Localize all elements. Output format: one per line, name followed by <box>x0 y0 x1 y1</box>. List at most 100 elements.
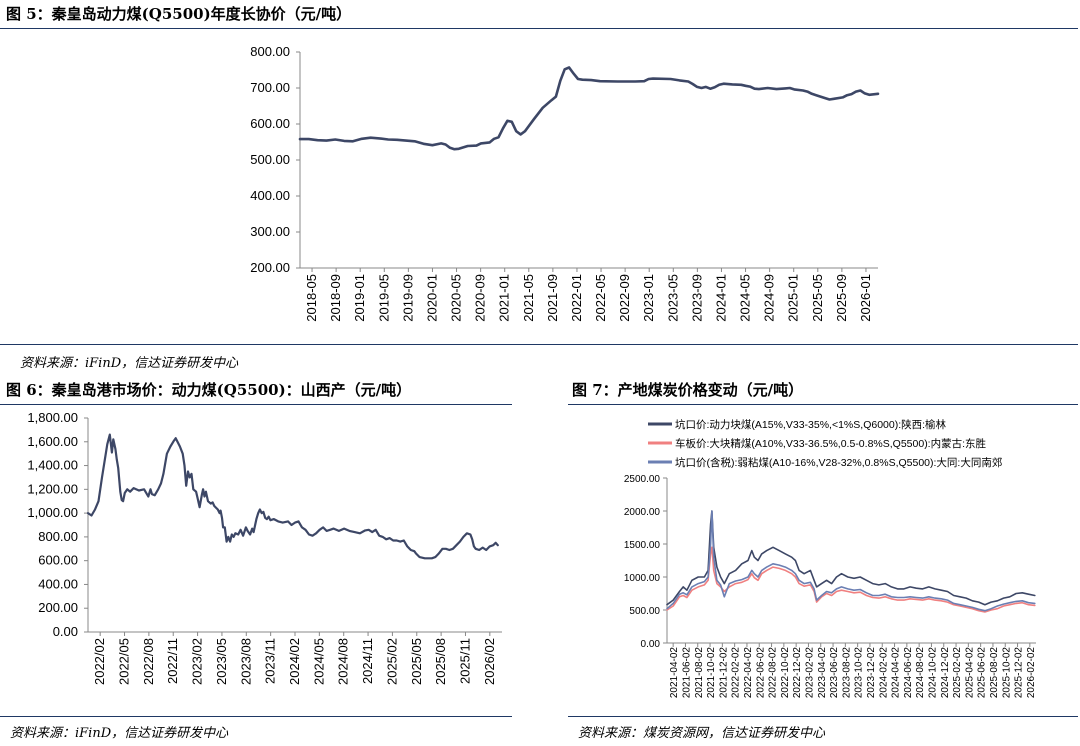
fig7-title: 图 7：产地煤炭价格变动（元/吨） <box>572 381 804 399</box>
fig6-y-tick-label: 1,200.00 <box>27 481 78 496</box>
fig5-x-tick-label: 2020-09 <box>473 274 488 322</box>
fig6-x-tick-label: 2025/08 <box>433 638 448 685</box>
fig6-x-tick-label: 2023/08 <box>238 638 253 685</box>
fig7-x-tick-label: 2022-04-02 <box>743 647 754 699</box>
fig6-x-tick-label: 2024/05 <box>311 638 326 685</box>
fig7-x-tick-label: 2023-04-02 <box>817 647 828 699</box>
fig5-x-tick-label: 2023-01 <box>641 274 656 322</box>
fig7-source: 资料来源：煤炭资源网，信达证券研发中心 <box>578 726 826 741</box>
fig6-y-tick-label: 1,400.00 <box>27 458 78 473</box>
fig5-x-tick-label: 2024-09 <box>762 274 777 322</box>
fig5-x-tick-label: 2018-09 <box>328 274 343 322</box>
fig6-x-tick-label: 2024/11 <box>360 638 375 684</box>
fig5-y-tick-label: 300.00 <box>250 224 290 239</box>
fig7-legend-label-3: 坑口价(含税):弱粘煤(A10-16%,V28-32%,0.8%S,Q5500)… <box>675 456 1002 469</box>
fig7-series-line-2 <box>666 546 1036 613</box>
fig7-x-tick-label: 2025-02-02 <box>952 647 963 699</box>
fig5-y-tick-label: 200.00 <box>250 260 290 275</box>
fig7-x-tick-label: 2023-08-02 <box>841 647 852 699</box>
fig7-x-tick-label: 2024-04-02 <box>891 647 902 699</box>
fig7-x-tick-label: 2022-10-02 <box>780 647 791 699</box>
fig7-x-tick-label: 2023-06-02 <box>829 647 840 699</box>
fig7-bottom-rule <box>568 716 1078 717</box>
fig7-x-tick-label: 2024-02-02 <box>878 647 889 699</box>
fig7-x-tick-label: 2022-06-02 <box>755 647 766 699</box>
fig7-x-tick-label: 2022-08-02 <box>768 647 779 699</box>
fig6-y-tick-label: 600.00 <box>38 553 78 568</box>
fig6-y-tick-label: 200.00 <box>38 600 78 615</box>
fig5-y-tick-label: 600.00 <box>250 116 290 131</box>
fig6-bottom-rule <box>0 716 512 717</box>
fig7-x-tick-label: 2024-12-02 <box>940 647 951 699</box>
fig7-y-tick-label: 1500.00 <box>624 540 661 551</box>
fig7-y-tick-label: 2000.00 <box>624 507 661 518</box>
fig7-x-tick-label: 2025-04-02 <box>964 647 975 699</box>
fig7-series-line-1 <box>666 510 1036 606</box>
fig7-x-tick-label: 2025-06-02 <box>977 647 988 699</box>
fig5-y-tick-label: 700.00 <box>250 80 290 95</box>
fig6-x-tick-label: 2023/11 <box>263 638 278 684</box>
fig6-x-tick-label: 2023/05 <box>214 638 229 685</box>
fig6-x-tick-label: 2022/08 <box>141 638 156 685</box>
fig5-x-tick-label: 2025-09 <box>834 274 849 322</box>
fig6-x-tick-label: 2026/02 <box>482 638 497 685</box>
fig5-title: 图 5：秦皇岛动力煤(Q5500)年度长协价（元/吨） <box>6 5 352 23</box>
fig7-x-tick-label: 2023-02-02 <box>804 647 815 699</box>
fig5-x-tick-label: 2021-05 <box>521 274 536 322</box>
fig7-x-tick-label: 2021-08-02 <box>694 647 705 699</box>
fig6-source: 资料来源：iFinD，信达证券研发中心 <box>10 726 229 741</box>
fig7-x-tick-label: 2024-10-02 <box>927 647 938 699</box>
fig5-x-tick-label: 2020-05 <box>449 274 464 322</box>
fig6-y-tick-label: 400.00 <box>38 576 78 591</box>
fig7-x-tick-label: 2025-10-02 <box>1001 647 1012 699</box>
fig7-y-tick-label: 0.00 <box>641 639 661 650</box>
fig5-bottom-rule <box>0 344 1078 345</box>
fig5-x-tick-label: 2020-01 <box>424 274 439 322</box>
fig7-top-rule <box>568 404 1078 405</box>
fig7-x-tick-label: 2026-02-02 <box>1026 647 1037 699</box>
fig5-x-tick-label: 2022-05 <box>593 274 608 322</box>
fig5-x-tick-label: 2026-01 <box>858 274 873 322</box>
fig6-x-tick-label: 2022/05 <box>117 638 132 685</box>
fig6-x-tick-label: 2022/11 <box>165 638 180 684</box>
fig7-x-tick-label: 2023-12-02 <box>866 647 877 699</box>
fig5-x-tick-label: 2019-05 <box>376 274 391 322</box>
fig7-x-tick-label: 2021-06-02 <box>681 647 692 699</box>
fig5-x-tick-label: 2023-09 <box>689 274 704 322</box>
fig6-x-tick-label: 2022/02 <box>92 638 107 685</box>
fig6-y-tick-label: 1,800.00 <box>27 410 78 425</box>
fig5-x-tick-label: 2022-09 <box>617 274 632 322</box>
fig7-y-tick-label: 500.00 <box>629 606 660 617</box>
fig5-x-tick-label: 2024-05 <box>738 274 753 322</box>
fig5-x-tick-label: 2024-01 <box>713 274 728 322</box>
fig5-x-tick-label: 2019-01 <box>352 274 367 322</box>
fig6-y-tick-label: 800.00 <box>38 529 78 544</box>
fig7-x-tick-label: 2024-06-02 <box>903 647 914 699</box>
fig5-x-tick-label: 2018-05 <box>304 274 319 322</box>
fig6-x-tick-label: 2025/05 <box>409 638 424 685</box>
fig7-y-tick-label: 2500.00 <box>624 474 661 485</box>
fig5-x-tick-label: 2019-09 <box>400 274 415 322</box>
fig5-y-tick-label: 400.00 <box>250 188 290 203</box>
fig7-legend-label-1: 坑口价:动力块煤(A15%,V33-35%,<1%S,Q6000):陕西:榆林 <box>675 418 947 431</box>
fig7-legend-label-2: 车板价:大块精煤(A10%,V33-36.5%,0.5-0.8%S,Q5500)… <box>675 437 987 450</box>
fig5-x-tick-label: 2025-05 <box>810 274 825 322</box>
fig6-x-tick-label: 2025/11 <box>457 638 472 684</box>
fig6-x-tick-label: 2023/02 <box>190 638 205 685</box>
fig7-series-line-3 <box>666 510 1036 612</box>
fig5-top-rule <box>0 28 1078 29</box>
fig6-x-tick-label: 2025/02 <box>384 638 399 685</box>
fig6-x-tick-label: 2024/08 <box>336 638 351 685</box>
fig7-x-tick-label: 2025-12-02 <box>1014 647 1025 699</box>
fig6-y-tick-label: 1,000.00 <box>27 505 78 520</box>
fig6-y-tick-label: 0.00 <box>53 624 78 639</box>
fig7-x-tick-label: 2021-10-02 <box>706 647 717 699</box>
fig5-y-tick-label: 500.00 <box>250 152 290 167</box>
fig7-x-tick-label: 2025-08-02 <box>989 647 1000 699</box>
fig7-y-tick-label: 1000.00 <box>624 573 661 584</box>
fig6-top-rule <box>0 404 512 405</box>
fig5-y-tick-label: 800.00 <box>250 44 290 59</box>
